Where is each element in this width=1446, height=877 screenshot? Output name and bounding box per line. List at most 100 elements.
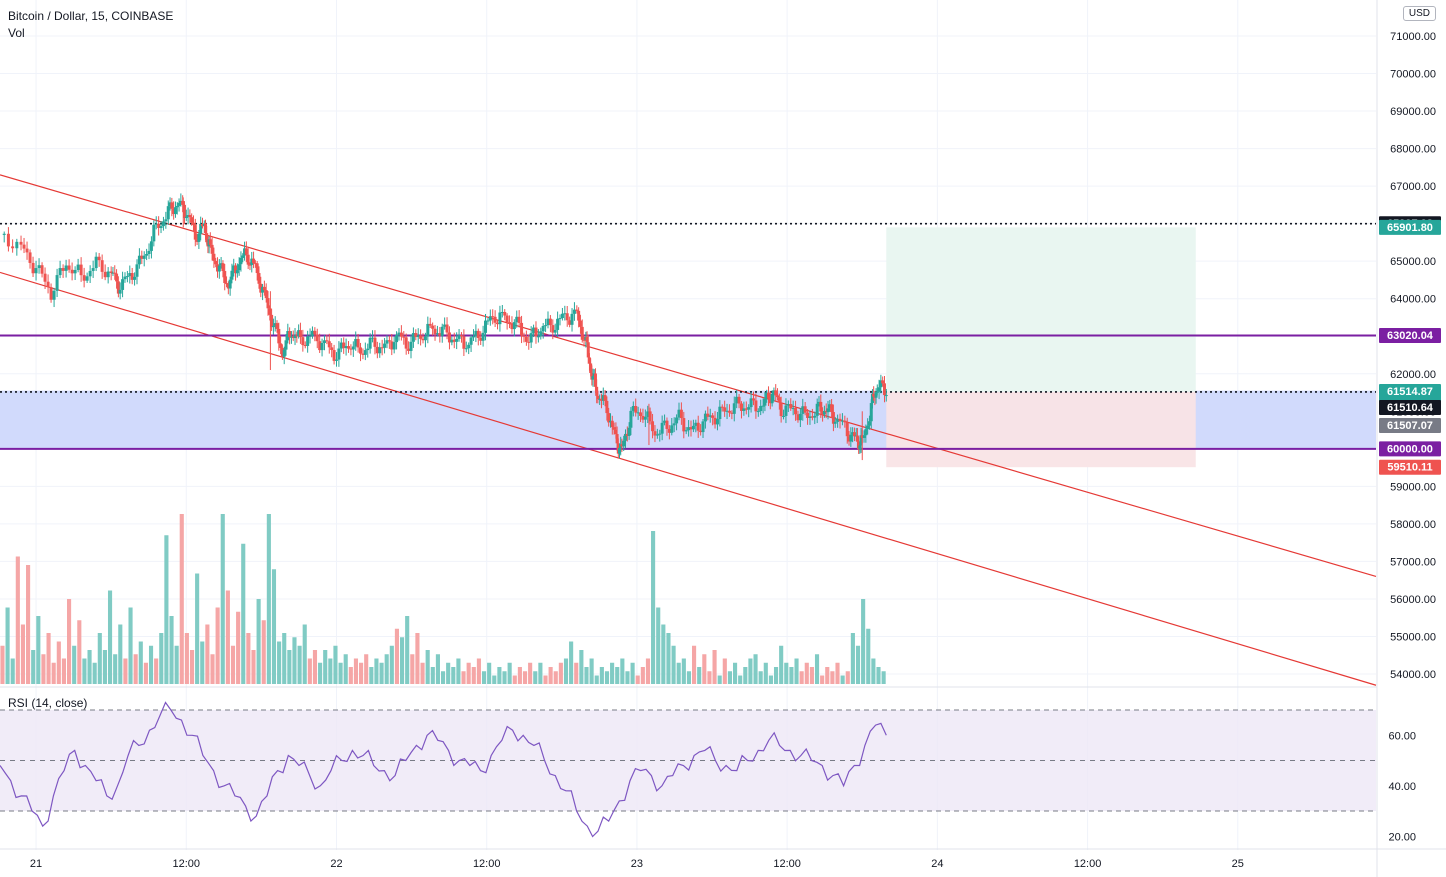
candle-body (675, 417, 679, 424)
candle-body (40, 265, 44, 274)
candle-body (618, 447, 622, 454)
volume-bar (487, 662, 492, 684)
candle-body (232, 265, 236, 271)
candle-body (313, 330, 317, 335)
candle-body (270, 314, 274, 328)
candle-body (833, 421, 837, 424)
candle-body (679, 409, 683, 419)
candle-body (34, 268, 38, 274)
candle-body (330, 347, 334, 351)
candle-body (593, 373, 597, 387)
candle-body (751, 398, 755, 401)
volume-bar (379, 662, 384, 684)
volume-bar (302, 624, 307, 684)
volume-bar (118, 624, 123, 684)
volume-bar (318, 662, 323, 684)
candle-body (184, 216, 188, 219)
candle-body (188, 215, 192, 218)
price-tag-label: 63020.04 (1387, 330, 1434, 342)
candle-body (25, 248, 29, 253)
volume-bar (236, 611, 241, 684)
candle-body (879, 380, 883, 388)
time-tick-label: 24 (931, 858, 943, 870)
candle-body (737, 396, 741, 404)
volume-bar (164, 535, 169, 684)
candle-body (522, 335, 526, 337)
candle-body (175, 205, 179, 208)
channel-upper-line (0, 174, 1377, 577)
volume-bar (763, 662, 768, 684)
candle-body (261, 286, 265, 293)
candle-body (836, 418, 840, 422)
volume-bar (563, 658, 569, 684)
currency-button[interactable]: USD (1402, 6, 1436, 21)
candle-body (306, 336, 310, 346)
candle-body (615, 434, 619, 444)
candle-body (810, 416, 814, 418)
candle-body (318, 341, 322, 351)
candle-body (205, 233, 209, 243)
candle-body (262, 286, 266, 291)
volume-bar (676, 662, 681, 684)
volume-bar (625, 671, 630, 684)
candle-body (725, 410, 729, 412)
candle-body (869, 403, 873, 422)
candle-body (655, 434, 659, 436)
candle-body (595, 386, 599, 396)
volume-bar (323, 650, 328, 684)
candle-body (322, 340, 326, 343)
volume-bar (261, 620, 266, 684)
candle-body (70, 269, 74, 274)
candle-body (855, 435, 859, 442)
volume-bar (220, 514, 225, 684)
candle-body (772, 390, 776, 395)
volume-bar (553, 671, 558, 684)
candle-body (284, 340, 288, 350)
candle-body (469, 337, 473, 345)
candle-body (450, 339, 454, 343)
candle-body (257, 273, 261, 284)
volume-bar (466, 662, 471, 684)
candle-body (624, 433, 628, 441)
volume-bar (809, 667, 814, 684)
candle-body (177, 202, 181, 206)
candle-body (629, 410, 633, 428)
candle-body (498, 312, 502, 325)
candle-body (147, 250, 151, 254)
volume-bar (56, 641, 61, 684)
candle-body (580, 326, 584, 340)
candle-body (784, 405, 788, 416)
candle-body (747, 407, 751, 410)
candle-body (808, 416, 812, 418)
candle-body (334, 359, 338, 361)
volume-bar (133, 654, 138, 684)
candle-body (320, 342, 324, 351)
candle-body (723, 407, 727, 412)
volume-bar (861, 599, 866, 684)
candle-body (614, 429, 618, 435)
candle-body (631, 406, 635, 411)
candle-body (727, 410, 731, 413)
candle-body (532, 327, 536, 334)
candle-body (870, 393, 874, 404)
target-zone (886, 227, 1196, 392)
candle-body (253, 263, 257, 265)
volume-bar (794, 658, 799, 684)
candle-body (677, 409, 681, 418)
candle-body (875, 391, 879, 393)
price-tick-label: 68000.00 (1390, 144, 1436, 156)
candle-body (851, 432, 855, 435)
price-tag-label: 60000.00 (1387, 443, 1433, 455)
candle-body (767, 392, 771, 399)
volume-bar (789, 667, 794, 684)
candle-body (646, 411, 650, 417)
volume-bar (732, 662, 738, 684)
time-tick-label: 25 (1232, 858, 1244, 870)
volume-bar (384, 654, 389, 684)
volume-label: Vol (8, 26, 25, 40)
volume-bar (574, 662, 579, 684)
candle-body (882, 383, 886, 396)
candle-body (694, 422, 698, 426)
candle-body (241, 255, 245, 258)
